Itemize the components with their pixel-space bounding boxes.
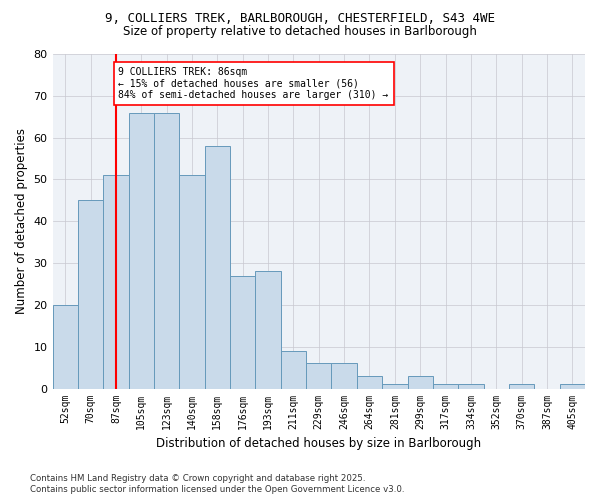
Bar bbox=[53, 305, 78, 388]
Text: Contains HM Land Registry data © Crown copyright and database right 2025.
Contai: Contains HM Land Registry data © Crown c… bbox=[30, 474, 404, 494]
Bar bbox=[407, 376, 433, 388]
Bar bbox=[205, 146, 230, 388]
Bar bbox=[509, 384, 534, 388]
Bar bbox=[230, 276, 256, 388]
Text: Size of property relative to detached houses in Barlborough: Size of property relative to detached ho… bbox=[123, 25, 477, 38]
Bar bbox=[256, 272, 281, 388]
Bar bbox=[357, 376, 382, 388]
Bar bbox=[128, 112, 154, 388]
Text: 9, COLLIERS TREK, BARLBOROUGH, CHESTERFIELD, S43 4WE: 9, COLLIERS TREK, BARLBOROUGH, CHESTERFI… bbox=[105, 12, 495, 26]
Bar bbox=[179, 176, 205, 388]
Bar bbox=[331, 364, 357, 388]
Bar bbox=[560, 384, 585, 388]
Bar bbox=[78, 200, 103, 388]
Bar bbox=[458, 384, 484, 388]
Bar bbox=[306, 364, 331, 388]
Bar bbox=[382, 384, 407, 388]
Text: 9 COLLIERS TREK: 86sqm
← 15% of detached houses are smaller (56)
84% of semi-det: 9 COLLIERS TREK: 86sqm ← 15% of detached… bbox=[118, 66, 389, 100]
Bar bbox=[281, 351, 306, 389]
X-axis label: Distribution of detached houses by size in Barlborough: Distribution of detached houses by size … bbox=[156, 437, 481, 450]
Bar bbox=[433, 384, 458, 388]
Y-axis label: Number of detached properties: Number of detached properties bbox=[15, 128, 28, 314]
Bar bbox=[154, 112, 179, 388]
Bar bbox=[103, 176, 128, 388]
